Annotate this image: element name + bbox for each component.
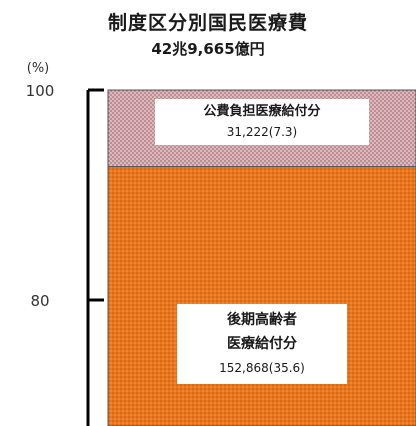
segment-label-line: 後期高齢者 [227, 312, 297, 328]
y-tick-label: 80 [30, 292, 49, 310]
chart-subtitle: 42兆9,665億円 [151, 40, 265, 58]
segment-label-line: 31,222(7.3) [226, 125, 298, 139]
chart-title: 制度区分別国民医療費 [107, 12, 308, 34]
y-axis-unit: (%) [27, 61, 50, 76]
segment-label-line: 公費負担医療給付分 [203, 104, 321, 119]
segment-label-line: 152,868(35.6) [219, 361, 305, 375]
segment-label-line: 医療給付分 [227, 336, 297, 352]
bar-segment [107, 166, 416, 426]
segment-label: 後期高齢者医療給付分 152,868(35.6) [177, 304, 347, 384]
segment-label: 公費負担医療給付分 31,222(7.3) [155, 99, 369, 145]
y-tick-label: 100 [26, 82, 55, 100]
